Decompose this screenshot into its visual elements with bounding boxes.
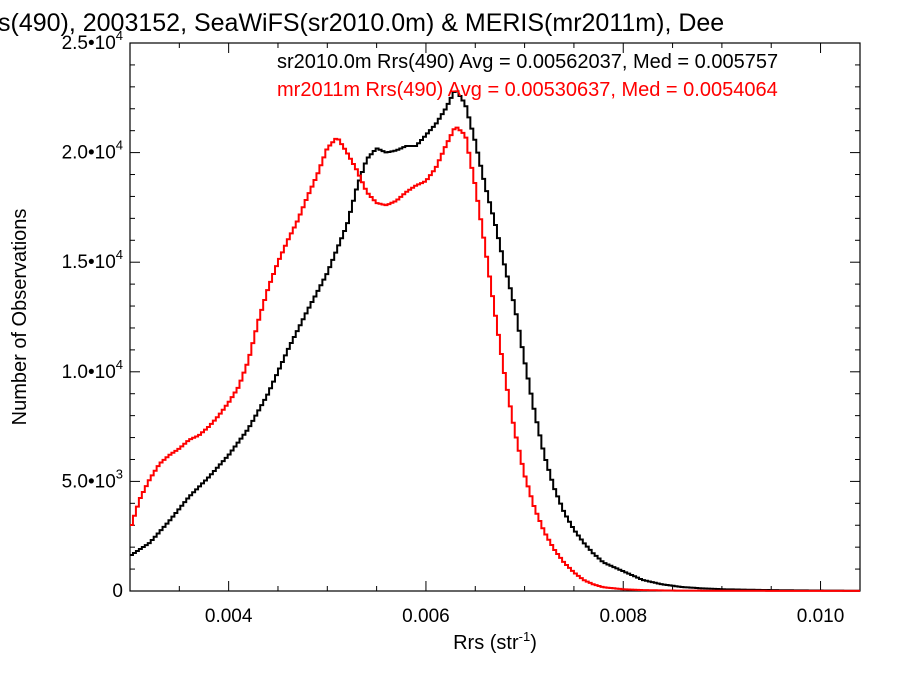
y-tick-label-base: 2.0•10 <box>62 143 116 164</box>
annotation-sr2010: sr2010.0m Rrs(490) Avg = 0.00562037, Med… <box>277 51 778 73</box>
y-tick-label: 1.5•104 <box>62 247 123 273</box>
y-tick-label-exponent: 4 <box>116 138 123 153</box>
y-tick-label-exponent: 4 <box>116 28 123 43</box>
y-tick-label-base: 1.0•10 <box>62 362 116 383</box>
x-tick-label: 0.008 <box>599 606 647 627</box>
x-tick-label: 0.006 <box>402 606 450 627</box>
series-mr2011-line <box>130 126 860 592</box>
x-tick-label: 0.010 <box>797 606 845 627</box>
series-group <box>130 90 860 592</box>
x-axis-label-superscript: -1 <box>519 629 531 644</box>
y-tick-label: 2.0•104 <box>62 138 123 164</box>
y-axis-label: Number of Observations <box>9 209 31 426</box>
y-tick-label: 0 <box>112 581 123 602</box>
chart-title: s(490), 2003152, SeaWiFS(sr2010.0m) & ME… <box>0 9 724 37</box>
x-axis-label-main: Rrs (str <box>453 632 519 654</box>
x-axis-label-tail: ) <box>530 632 537 654</box>
y-tick-label-exponent: 3 <box>116 466 123 481</box>
y-tick-label-base: 1.5•10 <box>62 252 116 273</box>
annotation-mr2011: mr2011m Rrs(490) Avg = 0.00530637, Med =… <box>277 79 778 101</box>
y-tick-label: 5.0•103 <box>62 466 123 492</box>
y-tick-label-base: 2.5•10 <box>62 33 116 54</box>
y-tick-label-exponent: 4 <box>116 247 123 262</box>
plot-frame <box>129 42 861 592</box>
series-sr2010-line <box>130 90 860 592</box>
x-axis-ticks: 0.004 0.006 0.008 0.010 <box>129 43 845 627</box>
y-tick-label: 1.0•104 <box>62 357 123 383</box>
y-tick-label-exponent: 4 <box>116 357 123 372</box>
y-tick-label: 2.5•104 <box>62 28 123 54</box>
y-tick-label-base: 0 <box>112 581 123 602</box>
y-tick-label-base: 5.0•10 <box>62 471 116 492</box>
x-axis-label: Rrs (str-1) <box>453 629 537 654</box>
x-tick-label: 0.004 <box>205 606 253 627</box>
